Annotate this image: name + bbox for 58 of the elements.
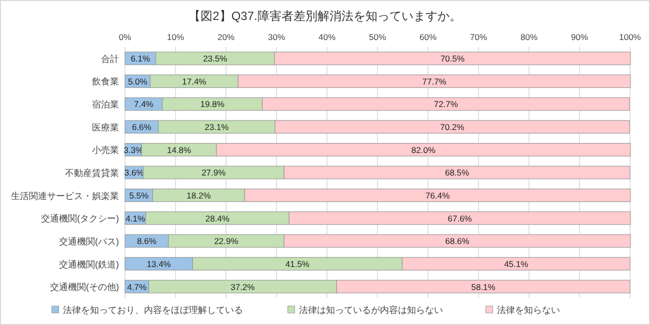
y-tick-label: 小売業: [92, 145, 119, 156]
data-label: 4.7%: [127, 282, 147, 292]
x-tick-label: 50%: [368, 32, 386, 42]
data-label: 58.1%: [471, 282, 496, 292]
y-tick-label: 不動産賃貸業: [65, 168, 119, 178]
data-label: 8.6%: [137, 236, 157, 246]
data-label: 72.7%: [434, 99, 458, 110]
data-label: 28.4%: [205, 213, 230, 224]
y-tick-label: 交通機関(その他): [50, 282, 119, 292]
data-label: 13.4%: [146, 258, 172, 269]
y-tick-label: 交通機関(鉄道): [59, 259, 119, 270]
y-tick-label: 飲食業: [92, 76, 119, 87]
y-tick-label: 医療業: [92, 122, 119, 132]
data-label: 70.5%: [440, 54, 465, 64]
x-tick-label: 10%: [166, 32, 184, 42]
y-tick-label: 生活関連サービス・娯楽業: [11, 190, 119, 201]
data-label: 45.1%: [504, 258, 529, 269]
y-tick-label: 合計: [101, 54, 119, 64]
legend-label: 法律を知らない: [496, 305, 560, 315]
x-tick-label: 70%: [470, 32, 488, 42]
data-label: 37.2%: [230, 282, 256, 292]
x-tick-label: 0%: [118, 32, 132, 42]
x-tick-label: 40%: [318, 32, 336, 42]
data-label: 14.8%: [166, 144, 192, 155]
data-label: 3.6%: [124, 168, 144, 178]
legend-label: 法律は知っているが内容は知らない: [298, 305, 443, 315]
chart-title: 【図2】Q37.障害者差別解消法を知っていますか。: [188, 9, 462, 23]
data-label: 22.9%: [214, 236, 239, 246]
data-label: 5.0%: [128, 76, 148, 86]
data-label: 19.8%: [200, 99, 225, 110]
data-label: 27.9%: [202, 168, 226, 178]
data-label: 67.6%: [448, 213, 472, 224]
data-label: 70.2%: [440, 122, 465, 132]
x-tick-label: 100%: [619, 32, 642, 42]
x-tick-label: 60%: [419, 32, 437, 42]
data-label: 68.6%: [445, 236, 470, 246]
data-label: 82.0%: [411, 144, 436, 155]
data-label: 7.4%: [134, 99, 154, 110]
data-label: 23.5%: [203, 54, 228, 64]
data-label: 5.5%: [129, 190, 150, 201]
x-tick-label: 30%: [268, 32, 286, 42]
data-label: 68.5%: [444, 168, 470, 178]
data-label: 76.4%: [426, 190, 450, 201]
data-label: 4.1%: [126, 213, 146, 224]
data-label: 6.6%: [132, 122, 152, 132]
legend-label: 法律を知っており、内容をほぼ理解している: [62, 305, 243, 315]
data-label: 41.5%: [285, 258, 310, 269]
y-tick-label: 交通機関(バス): [59, 236, 119, 246]
x-tick-label: 20%: [217, 32, 235, 42]
data-label: 17.4%: [182, 76, 207, 86]
x-tick-label: 90%: [570, 32, 588, 42]
y-tick-label: 宿泊業: [92, 100, 119, 110]
x-tick-label: 80%: [520, 32, 538, 42]
data-label: 18.2%: [186, 190, 212, 201]
data-label: 6.1%: [130, 54, 151, 64]
data-label: 23.1%: [204, 122, 230, 132]
data-label: 77.7%: [422, 76, 447, 86]
y-tick-label: 交通機関(タクシー): [41, 214, 119, 224]
